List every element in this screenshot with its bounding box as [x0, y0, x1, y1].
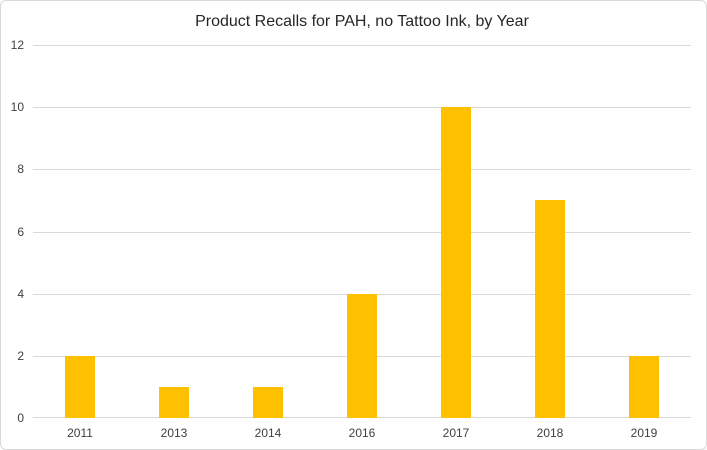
bar-2019 — [629, 355, 659, 418]
bar-2017 — [441, 107, 471, 418]
bar-series — [33, 45, 691, 418]
y-tick-label: 10 — [10, 100, 24, 115]
bar-slot — [221, 45, 315, 418]
x-tick-label: 2011 — [67, 426, 93, 440]
bar-slot — [315, 45, 409, 418]
bar-2013 — [159, 386, 189, 418]
y-tick-label: 0 — [17, 411, 24, 425]
chart-title: Product Recalls for PAH, no Tattoo Ink, … — [195, 13, 529, 30]
bar-2011 — [65, 355, 95, 418]
x-tick-label: 2017 — [442, 426, 470, 440]
y-tick-label: 6 — [17, 224, 24, 239]
bar-2014 — [253, 386, 283, 418]
gridline — [33, 45, 691, 46]
y-tick-label: 8 — [17, 162, 24, 177]
x-tick-label: 2016 — [348, 426, 376, 440]
x-tick-label: 2014 — [254, 426, 282, 440]
x-tick-label: 2013 — [160, 426, 188, 440]
y-tick-label: 12 — [10, 38, 24, 52]
bar-slot — [127, 45, 221, 418]
bar-slot — [503, 45, 597, 418]
gridline — [33, 107, 691, 109]
x-axis: 2011 2013 2014 2016 2017 2018 2019 — [33, 418, 691, 449]
gridline — [33, 169, 691, 171]
bar-2016 — [347, 293, 377, 418]
bar-2018 — [535, 200, 565, 418]
bar-slot — [597, 45, 691, 418]
x-tick-label: 2018 — [536, 426, 564, 440]
bar-slot — [33, 45, 127, 418]
gridline — [33, 231, 691, 233]
y-axis: 0 2 4 6 8 10 12 — [1, 38, 28, 425]
y-tick-label: 4 — [17, 286, 24, 301]
x-tick-label: 2019 — [630, 426, 658, 440]
bar-slot — [409, 45, 503, 418]
plot-area — [33, 45, 691, 418]
y-tick-label: 2 — [17, 348, 24, 363]
